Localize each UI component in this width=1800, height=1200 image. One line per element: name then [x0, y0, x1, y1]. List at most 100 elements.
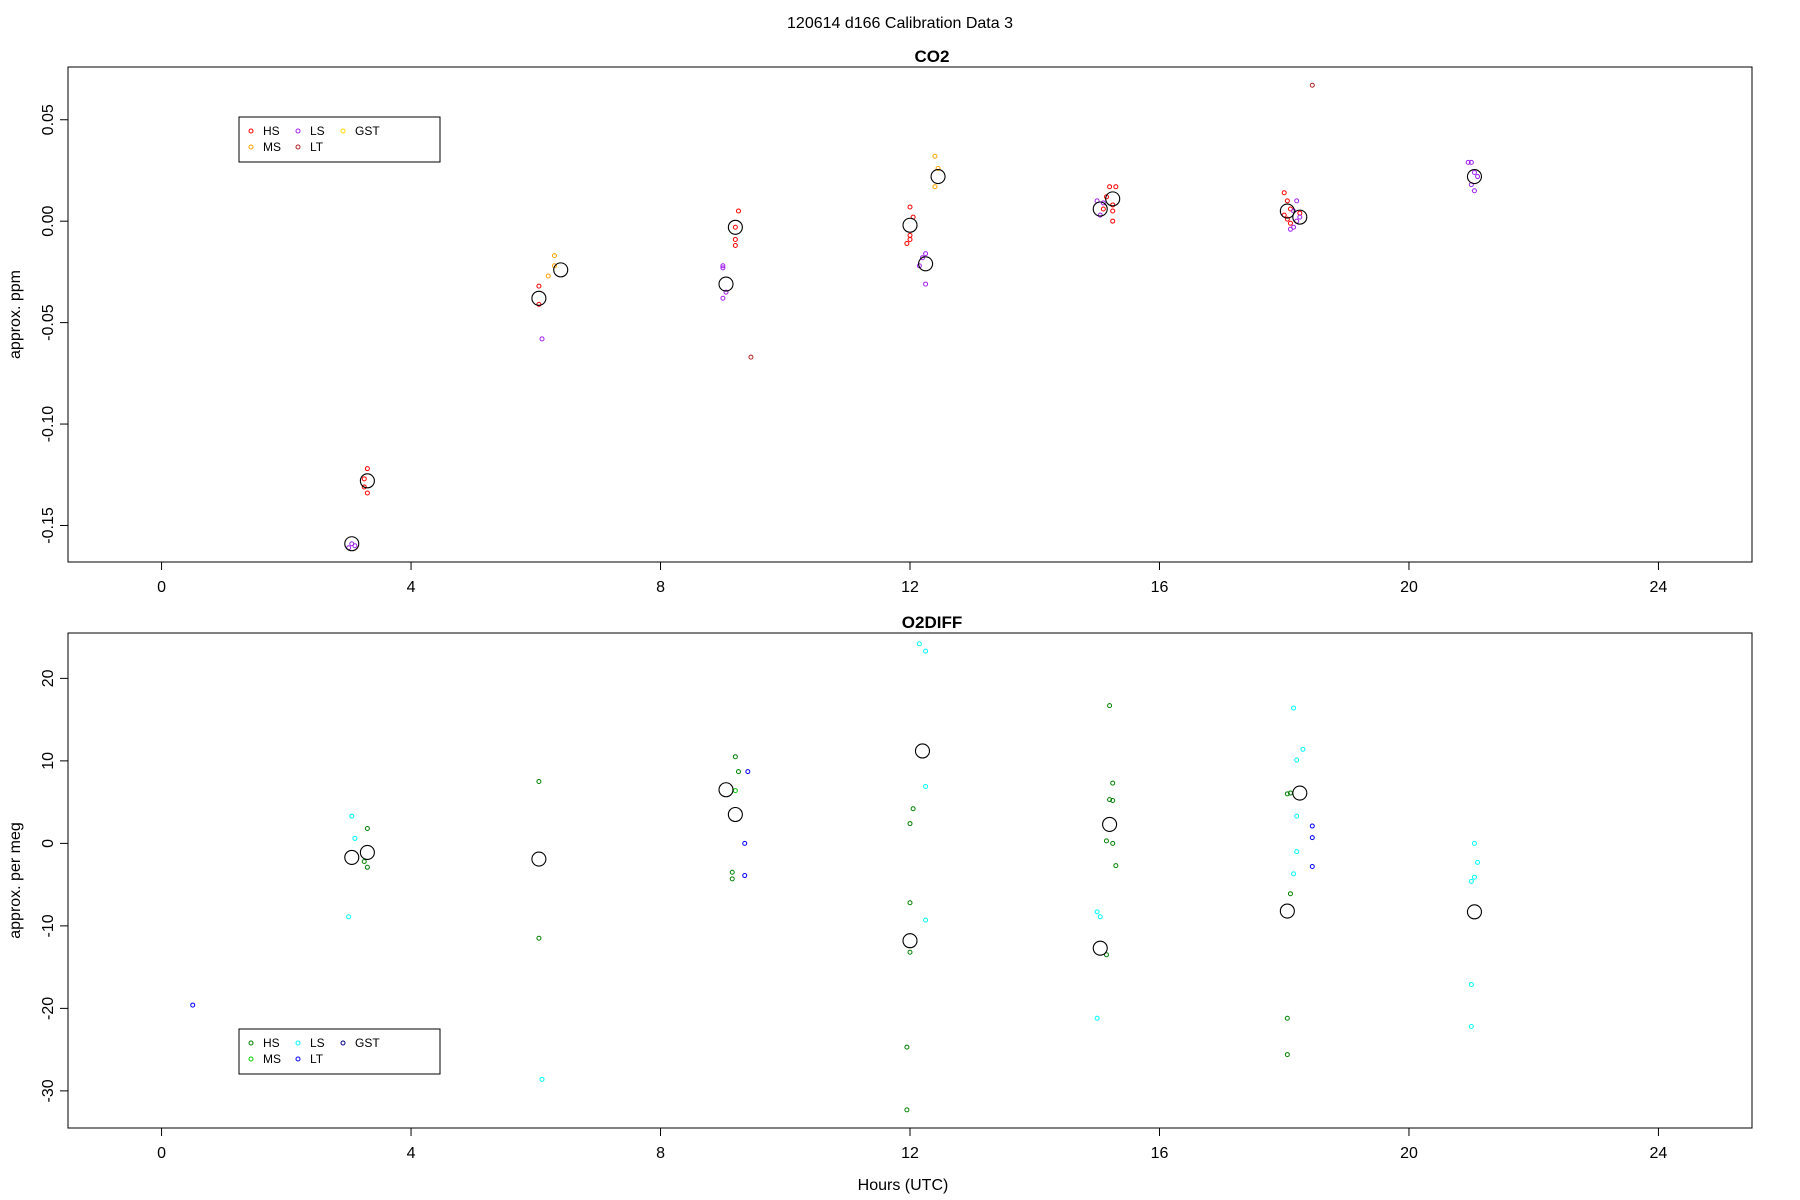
data-point-ls [1094, 909, 1100, 915]
data-point-ls [1468, 159, 1474, 165]
data-point-hs [536, 283, 542, 289]
data-point-hs [1284, 1015, 1290, 1021]
data-point-ls [352, 835, 358, 841]
data-point-ms [932, 153, 938, 159]
data-point-ls [349, 813, 355, 819]
data-point-ls [1471, 169, 1477, 175]
data-point-lt [1309, 835, 1315, 841]
x-tick-label: 8 [656, 579, 665, 596]
data-point-ls [1097, 212, 1103, 218]
data-point-ls [1294, 757, 1300, 763]
data-point-ls [720, 265, 726, 271]
mean-point [359, 473, 375, 489]
data-point-hs [536, 779, 542, 784]
data-point-hs [735, 769, 741, 775]
y-tick-label: 0.00 [40, 206, 57, 237]
mean-point [531, 290, 547, 306]
data-point-hs [735, 208, 741, 214]
data-point-hs [732, 236, 738, 242]
legend-marker [248, 144, 254, 150]
x-tick-label: 4 [407, 1145, 416, 1162]
y-tick-label: 0 [40, 839, 57, 848]
data-point-ls [1468, 1024, 1474, 1030]
data-point-hs [1284, 198, 1290, 204]
x-tick-label: 8 [656, 1145, 665, 1162]
data-point-hs [361, 484, 367, 490]
data-point-hs [1284, 1052, 1290, 1058]
data-point-hs [536, 935, 542, 941]
y-tick-label: 10 [40, 752, 57, 770]
data-point-hs [361, 476, 367, 482]
mean-point [902, 217, 918, 233]
chart-panel-1: CO2 0 4 8 12 16 20 24 0.05 0.00 -0.05 -0.10 -0.15 app… [7, 47, 1753, 596]
mean-point [1292, 785, 1308, 801]
data-point-hs [904, 1107, 910, 1113]
x-tick-label: 24 [1650, 1145, 1668, 1162]
legend-label: GST [355, 124, 380, 138]
data-point-hs [1110, 797, 1116, 803]
data-point-ls [539, 1076, 545, 1082]
data-point-ls [1471, 874, 1477, 880]
mean-point [531, 851, 547, 867]
mean-point [344, 849, 360, 865]
data-point-lt [745, 769, 751, 775]
legend-label: MS [263, 1052, 281, 1066]
data-point-ls [923, 648, 929, 654]
data-point-hs [1113, 184, 1119, 190]
legend-marker [340, 1040, 346, 1046]
y-tick-label: 20 [40, 669, 57, 687]
legend-marker [295, 1040, 301, 1046]
mean-point [718, 782, 734, 798]
data-point-ls [923, 783, 929, 789]
data-point-hs [732, 243, 738, 249]
mean-point [1105, 191, 1121, 207]
data-point-ls [919, 255, 925, 261]
x-tick-label: 12 [901, 579, 919, 596]
data-point-ls [1468, 878, 1474, 884]
data-point-hs [1110, 218, 1116, 224]
data-point-hs [729, 869, 735, 875]
mean-point [918, 256, 934, 272]
x-tick-label: 16 [1151, 579, 1169, 596]
data-point-hs [1287, 891, 1293, 897]
data-point-hs [907, 204, 913, 210]
mean-point [727, 806, 743, 823]
data-point-lt [748, 354, 754, 360]
data-point-hs [1107, 703, 1113, 709]
x-tick-label: 0 [157, 579, 166, 596]
legend: HS MS LS LT GST [238, 1028, 441, 1075]
legend-marker [248, 128, 254, 134]
data-point-hs [910, 806, 916, 812]
y-tick-label: -0.10 [40, 406, 57, 443]
data-point-lt [1309, 863, 1315, 869]
panel-title: CO2 [915, 47, 950, 66]
y-tick-label: -10 [40, 914, 57, 937]
y-tick-label: -0.15 [40, 507, 57, 544]
data-point-hs [907, 900, 913, 906]
data-point-hs [907, 236, 913, 242]
data-point-ms [732, 788, 738, 794]
data-point-lt [742, 840, 748, 846]
legend-label: LT [310, 1052, 324, 1066]
x-tick-label: 0 [157, 1145, 166, 1162]
y-axis-label: approx. ppm [7, 270, 24, 359]
data-point-hs [1110, 202, 1116, 208]
data-point-ls [539, 336, 545, 342]
legend: HS MS LS LT GST [238, 116, 441, 163]
y-tick-label: -20 [40, 997, 57, 1020]
data-point-hs [729, 876, 735, 882]
data-point-hs [536, 301, 542, 307]
data-point-hs [1107, 184, 1113, 190]
data-point-ls [1471, 188, 1477, 194]
legend-label: HS [263, 124, 280, 138]
mean-point [1279, 203, 1295, 219]
legend-marker [295, 128, 301, 134]
data-point-lt [742, 873, 748, 879]
legend-marker [340, 128, 346, 134]
data-point-hs [364, 490, 370, 496]
data-point-lt [1309, 823, 1315, 829]
legend-marker [248, 1056, 254, 1062]
data-point-hs [361, 859, 367, 865]
data-point-hs [904, 240, 910, 246]
